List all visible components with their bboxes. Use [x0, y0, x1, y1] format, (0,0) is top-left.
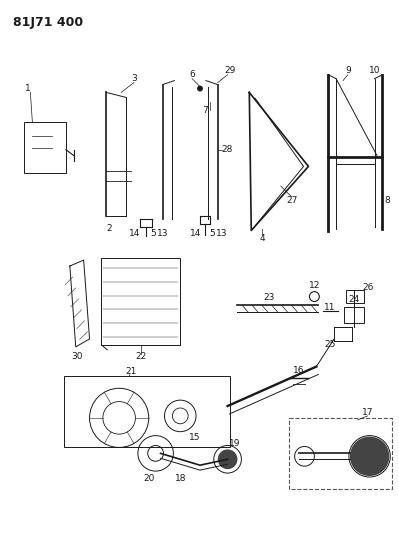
- Text: 13: 13: [216, 229, 227, 238]
- Text: 30: 30: [71, 352, 83, 361]
- Text: 9: 9: [345, 66, 351, 75]
- Text: 19: 19: [229, 439, 240, 448]
- Text: 6: 6: [189, 70, 195, 79]
- Text: 17: 17: [362, 408, 373, 417]
- Text: 2: 2: [106, 224, 112, 233]
- Text: 27: 27: [286, 197, 297, 205]
- Text: 24: 24: [348, 295, 359, 304]
- Text: 20: 20: [143, 474, 154, 483]
- Text: 8: 8: [385, 197, 390, 205]
- Text: 81J71 400: 81J71 400: [13, 15, 83, 29]
- Bar: [289, 418, 392, 489]
- Text: 28: 28: [222, 145, 233, 154]
- Text: 26: 26: [362, 283, 373, 292]
- Text: 3: 3: [131, 74, 137, 83]
- Text: 12: 12: [309, 281, 320, 290]
- Text: 1: 1: [24, 84, 30, 93]
- Text: 18: 18: [174, 474, 186, 483]
- Text: 15: 15: [189, 433, 201, 442]
- Text: 23: 23: [263, 293, 275, 302]
- Bar: [64, 376, 229, 447]
- Bar: [101, 258, 180, 345]
- Circle shape: [218, 449, 237, 469]
- Bar: [346, 289, 363, 303]
- Text: 10: 10: [369, 66, 380, 75]
- Text: 16: 16: [293, 366, 304, 375]
- Text: 29: 29: [224, 66, 235, 75]
- Bar: [344, 308, 363, 323]
- Text: 14: 14: [190, 229, 202, 238]
- Circle shape: [197, 86, 203, 92]
- Text: 5: 5: [150, 229, 156, 238]
- Text: 5: 5: [209, 229, 215, 238]
- Text: 25: 25: [324, 341, 336, 350]
- Text: 14: 14: [129, 229, 140, 238]
- Text: 7: 7: [202, 106, 208, 115]
- Text: 21: 21: [125, 367, 136, 376]
- Text: 11: 11: [324, 303, 336, 312]
- Text: 13: 13: [157, 229, 168, 238]
- Text: 22: 22: [135, 352, 146, 361]
- Circle shape: [350, 437, 389, 476]
- Text: 4: 4: [259, 234, 265, 243]
